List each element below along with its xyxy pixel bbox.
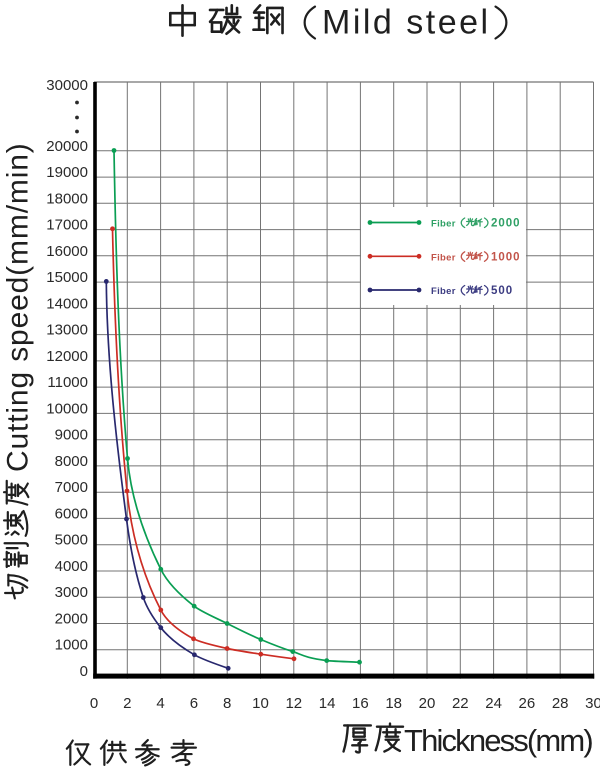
svg-text:18000: 18000 (46, 190, 88, 207)
svg-text:10000: 10000 (46, 400, 88, 417)
svg-text:0: 0 (80, 663, 88, 680)
svg-text:12000: 12000 (46, 348, 88, 365)
svg-text:Fiber: Fiber (431, 253, 456, 264)
svg-text:1000: 1000 (55, 637, 88, 654)
svg-text:Fiber: Fiber (431, 286, 456, 297)
svg-text:1000: 1000 (491, 252, 521, 264)
svg-text:5000: 5000 (55, 532, 88, 549)
svg-text:26: 26 (519, 695, 536, 712)
svg-text:4000: 4000 (55, 558, 88, 575)
svg-text:2000: 2000 (491, 218, 521, 230)
svg-text:500: 500 (491, 285, 513, 297)
svg-text:7000: 7000 (55, 479, 88, 496)
svg-text:20000: 20000 (46, 138, 88, 155)
svg-text:22: 22 (452, 695, 469, 712)
svg-text:3000: 3000 (55, 584, 88, 601)
svg-text:4: 4 (156, 695, 164, 712)
svg-text:17000: 17000 (46, 217, 88, 234)
svg-text:19000: 19000 (46, 164, 88, 181)
svg-text:0: 0 (90, 695, 98, 712)
svg-text:12: 12 (285, 695, 302, 712)
svg-text:14000: 14000 (46, 295, 88, 312)
svg-text:15000: 15000 (46, 269, 88, 286)
svg-text:10: 10 (252, 695, 269, 712)
svg-text:8: 8 (223, 695, 231, 712)
svg-text:8000: 8000 (55, 453, 88, 470)
svg-text:28: 28 (552, 695, 569, 712)
svg-text:2: 2 (123, 695, 131, 712)
svg-text:18: 18 (385, 695, 402, 712)
svg-text:16: 16 (352, 695, 369, 712)
svg-text:11000: 11000 (47, 374, 88, 391)
svg-text:6: 6 (190, 695, 198, 712)
svg-text:Cutting speed(mm/min): Cutting speed(mm/min) (2, 142, 35, 472)
svg-text:9000: 9000 (55, 427, 88, 444)
svg-text:Mild steel: Mild steel (322, 4, 491, 42)
svg-text:Fiber: Fiber (431, 219, 456, 230)
svg-text:6000: 6000 (55, 505, 88, 522)
svg-text:13000: 13000 (46, 322, 88, 339)
svg-text:Thickness(mm): Thickness(mm) (404, 723, 592, 758)
svg-text:24: 24 (485, 695, 502, 712)
svg-text:30000: 30000 (46, 77, 88, 94)
svg-text:30: 30 (585, 695, 600, 712)
svg-text:20: 20 (419, 695, 436, 712)
svg-text:2000: 2000 (55, 611, 88, 628)
svg-text:16000: 16000 (46, 243, 88, 260)
svg-text:14: 14 (319, 695, 336, 712)
